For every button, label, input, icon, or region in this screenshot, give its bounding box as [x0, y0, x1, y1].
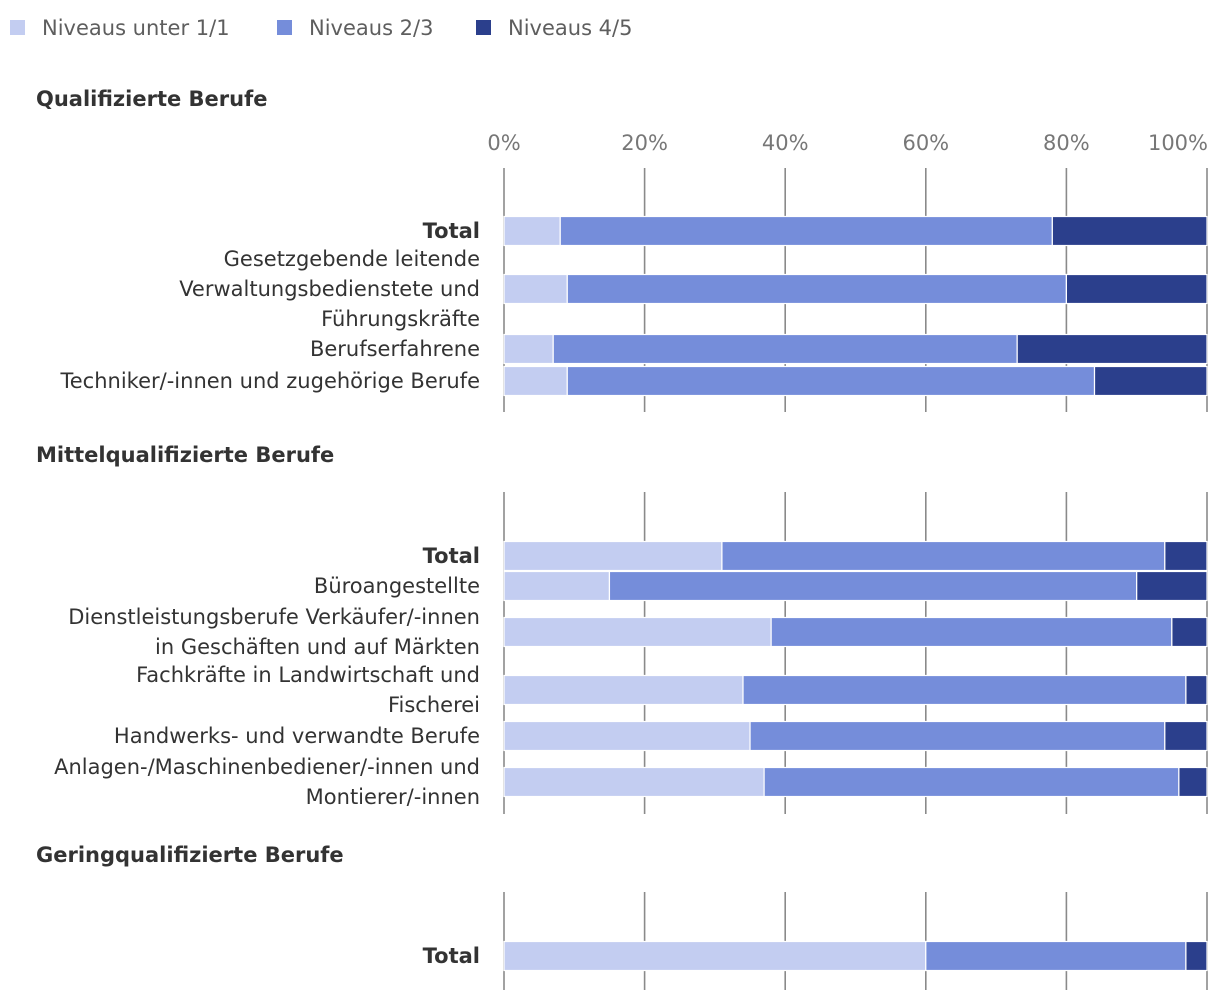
chart-legend: Niveaus unter 1/1 Niveaus 2/3 Niveaus 4/5: [10, 16, 632, 40]
panel-title: Qualifizierte Berufe: [36, 87, 267, 111]
legend-swatch: [277, 20, 292, 35]
category-label: Berufserfahrene: [310, 337, 480, 361]
legend-label: Niveaus 2/3: [309, 16, 433, 40]
panel-title: Geringqualifizierte Berufe: [36, 843, 344, 867]
legend-label: Niveaus unter 1/1: [42, 16, 230, 40]
bar-row-dienstleistungsberufe-verk-ufer-innen-in-gesch-ften-und-auf-m-rkten: Dienstleistungsberufe Verkäufer/-innen in…: [68, 605, 1208, 659]
bar-segment-niveaus-unter-1-1: [503, 720, 751, 752]
category-label-line: Fischerei: [388, 693, 480, 717]
category-label-line: Techniker/-innen und zugehörige Berufe: [60, 369, 481, 393]
bar-segment-niveaus-4-5: [1016, 333, 1208, 365]
category-label: Total: [423, 544, 480, 568]
bar-segment-niveaus-4-5: [1171, 616, 1208, 648]
bar-segment-niveaus-4-5: [1093, 365, 1208, 397]
bar-segment-niveaus-2-3: [925, 940, 1187, 972]
category-label-line: Anlagen-/Maschinenbediener/-innen und: [54, 755, 480, 779]
bar-segment-niveaus-2-3: [608, 570, 1138, 602]
bar-segment-niveaus-2-3: [566, 273, 1068, 305]
bar-segment-niveaus-unter-1-1: [503, 940, 927, 972]
category-label: Anlagen-/Maschinenbediener/-innen und Mon…: [54, 755, 480, 809]
category-label: Total: [423, 944, 480, 968]
category-label-line: Berufserfahrene: [310, 337, 480, 361]
bar-segment-niveaus-4-5: [1164, 540, 1208, 572]
bar-segment-niveaus-4-5: [1178, 766, 1208, 798]
panel-qualifizierte-berufe: Qualifizierte Berufe 0% 20% 40% 60% 80% 100% To…: [36, 87, 1208, 412]
bar-segment-niveaus-4-5: [1136, 570, 1208, 602]
bar-row-b-roangestellte: Büroangestellte: [314, 570, 1208, 602]
category-label: Techniker/-innen und zugehörige Berufe: [60, 369, 481, 393]
bar-segment-niveaus-4-5: [1185, 940, 1208, 972]
category-label-line: Montierer/-innen: [306, 785, 480, 809]
bar-row-total: Total: [423, 540, 1208, 572]
category-label: Fachkräfte in Landwirtschaft und Fischere…: [136, 663, 480, 717]
bar-row-anlagen-maschinenbediener-innen-und-montierer-innen: Anlagen-/Maschinenbediener/-innen und Mon…: [54, 755, 1208, 809]
category-label-line: Handwerks- und verwandte Berufe: [114, 724, 480, 748]
bar-row-berufserfahrene: Berufserfahrene: [310, 333, 1208, 365]
bar-row-gesetzgebende-leitende-verwaltungsbedienstete-und-f-hrungskr-fte: Gesetzgebende leitende Verwaltungsbediens…: [179, 247, 1208, 331]
bar-row-total: Total: [423, 215, 1208, 247]
x-tick-label: 40%: [762, 131, 809, 155]
legend-label: Niveaus 4/5: [508, 16, 632, 40]
category-label-line: Verwaltungsbedienstete und: [179, 277, 480, 301]
bar-segment-niveaus-2-3: [742, 674, 1187, 706]
category-label: Total: [423, 219, 480, 243]
bar-row-fachkr-fte-in-landwirtschaft-und-fischerei: Fachkräfte in Landwirtschaft und Fischere…: [136, 663, 1208, 717]
bar-segment-niveaus-unter-1-1: [503, 540, 723, 572]
bar-segment-niveaus-unter-1-1: [503, 273, 568, 305]
bar-segment-niveaus-2-3: [770, 616, 1173, 648]
x-tick-label: 100%: [1148, 131, 1208, 155]
bar-segment-niveaus-unter-1-1: [503, 616, 772, 648]
bar-segment-niveaus-2-3: [749, 720, 1166, 752]
legend-item-niveaus-2-3: Niveaus 2/3: [277, 16, 433, 40]
legend-swatch: [10, 20, 25, 35]
category-label: Dienstleistungsberufe Verkäufer/-innen in…: [68, 605, 480, 659]
panel-title: Mittelqualifizierte Berufe: [36, 443, 334, 467]
bar-segment-niveaus-2-3: [763, 766, 1180, 798]
bar-segment-niveaus-2-3: [552, 333, 1018, 365]
bar-segment-niveaus-2-3: [721, 540, 1166, 572]
x-tick-label: 20%: [621, 131, 668, 155]
category-label-line: Büroangestellte: [314, 574, 480, 598]
x-tick-label: 80%: [1043, 131, 1090, 155]
bar-segment-niveaus-2-3: [559, 215, 1053, 247]
bar-segment-niveaus-unter-1-1: [503, 365, 568, 397]
category-label-line: Fachkräfte in Landwirtschaft und: [136, 663, 480, 687]
category-label-line: Total: [423, 219, 480, 243]
bar-segment-niveaus-4-5: [1185, 674, 1208, 706]
bar-segment-niveaus-unter-1-1: [503, 570, 611, 602]
bar-row-handwerks-und-verwandte-berufe: Handwerks- und verwandte Berufe: [114, 720, 1208, 752]
chart-panels: Qualifizierte Berufe 0% 20% 40% 60% 80% 100% To…: [36, 87, 1208, 990]
category-label: Gesetzgebende leitende Verwaltungsbediens…: [179, 247, 480, 331]
bar-segment-niveaus-4-5: [1065, 273, 1208, 305]
x-tick-label: 60%: [902, 131, 949, 155]
bar-segment-niveaus-4-5: [1164, 720, 1208, 752]
category-label-line: Total: [423, 944, 480, 968]
panel-mittelqualifizierte-berufe: Mittelqualifizierte Berufe Total Büroanges…: [36, 443, 1208, 814]
bar-segment-niveaus-2-3: [566, 365, 1096, 397]
bar-row-total: Total: [423, 940, 1208, 972]
category-label: Büroangestellte: [314, 574, 480, 598]
legend-item-niveaus-unter-1-1: Niveaus unter 1/1: [10, 16, 230, 40]
category-label-line: Führungskräfte: [321, 307, 480, 331]
legend-swatch: [476, 20, 491, 35]
category-label-line: Total: [423, 544, 480, 568]
category-label-line: in Geschäften und auf Märkten: [155, 635, 480, 659]
bar-segment-niveaus-unter-1-1: [503, 766, 765, 798]
x-tick-label: 0%: [487, 131, 520, 155]
category-label: Handwerks- und verwandte Berufe: [114, 724, 480, 748]
legend-item-niveaus-4-5: Niveaus 4/5: [476, 16, 632, 40]
bar-row-techniker-innen-und-zugeh-rige-berufe: Techniker/-innen und zugehörige Berufe: [60, 365, 1208, 397]
bar-segment-niveaus-4-5: [1051, 215, 1208, 247]
bar-segment-niveaus-unter-1-1: [503, 333, 554, 365]
bar-segment-niveaus-unter-1-1: [503, 215, 561, 247]
category-label-line: Dienstleistungsberufe Verkäufer/-innen: [68, 605, 480, 629]
bar-segment-niveaus-unter-1-1: [503, 674, 744, 706]
panel-geringqualifizierte-berufe: Geringqualifizierte Berufe Total: [36, 843, 1208, 990]
category-label-line: Gesetzgebende leitende: [224, 247, 480, 271]
